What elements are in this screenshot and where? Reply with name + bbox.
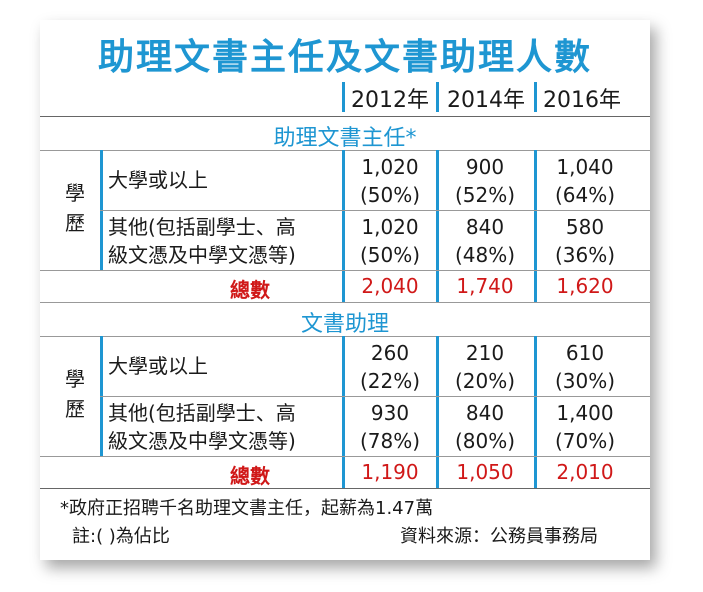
divider bbox=[436, 336, 439, 488]
cell-percent: (70%) bbox=[554, 429, 616, 453]
divider bbox=[40, 456, 650, 457]
cell-percent: (22%) bbox=[359, 369, 421, 393]
cell-percent: (52%) bbox=[454, 183, 516, 207]
divider bbox=[40, 302, 650, 303]
total-label: 總數 bbox=[230, 464, 270, 488]
divider bbox=[40, 336, 650, 337]
divider bbox=[100, 210, 650, 211]
axis-label: 歷 bbox=[65, 211, 85, 235]
cell-value: 1,020 bbox=[361, 155, 419, 179]
cell-percent: (48%) bbox=[454, 243, 516, 267]
cell-value: 900 bbox=[465, 155, 505, 179]
page-title: 助理文書主任及文書助理人數 bbox=[97, 37, 592, 78]
infographic-card: 助理文書主任及文書助理人數 2012年 2014年 2016年 助理文書主任* … bbox=[40, 20, 650, 560]
cell-percent: (78%) bbox=[359, 429, 421, 453]
year-header: 2014年 bbox=[447, 88, 525, 113]
divider bbox=[40, 488, 650, 489]
divider bbox=[534, 336, 537, 488]
row-label: 大學或以上 bbox=[108, 168, 208, 192]
note: 註:( )為佔比 bbox=[72, 526, 170, 547]
total-value: 2,010 bbox=[556, 460, 614, 484]
divider bbox=[436, 150, 439, 302]
divider bbox=[40, 270, 650, 271]
cell-percent: (64%) bbox=[554, 183, 616, 207]
axis-label: 學 bbox=[65, 181, 85, 205]
cell-percent: (20%) bbox=[454, 369, 516, 393]
divider bbox=[40, 116, 650, 117]
cell-percent: (50%) bbox=[359, 243, 421, 267]
cell-value: 1,040 bbox=[556, 155, 614, 179]
row-label: 級文憑及中學文憑等) bbox=[108, 243, 296, 267]
axis-label: 學 bbox=[65, 367, 85, 391]
cell-value: 840 bbox=[465, 215, 505, 239]
cell-value: 580 bbox=[565, 215, 605, 239]
cell-value: 1,400 bbox=[556, 401, 614, 425]
total-value: 1,740 bbox=[456, 274, 514, 298]
divider bbox=[342, 150, 345, 302]
total-value: 1,190 bbox=[361, 460, 419, 484]
divider bbox=[534, 150, 537, 302]
total-value: 1,620 bbox=[556, 274, 614, 298]
row-label: 其他(包括副學士、高 bbox=[108, 401, 296, 425]
divider bbox=[436, 82, 439, 112]
divider bbox=[100, 396, 650, 397]
divider bbox=[40, 150, 650, 151]
cell-value: 210 bbox=[465, 341, 505, 365]
year-header: 2016年 bbox=[543, 88, 621, 113]
divider bbox=[342, 336, 345, 488]
year-header: 2012年 bbox=[351, 88, 429, 113]
section-title: 文書助理 bbox=[300, 312, 389, 337]
total-value: 2,040 bbox=[361, 274, 419, 298]
cell-value: 260 bbox=[370, 341, 410, 365]
footnote: *政府正招聘千名助理文書主任，起薪為1.47萬 bbox=[60, 498, 434, 519]
cell-percent: (50%) bbox=[359, 183, 421, 207]
total-label: 總數 bbox=[230, 278, 270, 302]
row-label: 其他(包括副學士、高 bbox=[108, 215, 296, 239]
total-value: 1,050 bbox=[456, 460, 514, 484]
cell-value: 1,020 bbox=[361, 215, 419, 239]
cell-value: 930 bbox=[370, 401, 410, 425]
row-label: 大學或以上 bbox=[108, 354, 208, 378]
cell-value: 610 bbox=[565, 341, 605, 365]
cell-percent: (30%) bbox=[554, 369, 616, 393]
cell-value: 840 bbox=[465, 401, 505, 425]
cell-percent: (36%) bbox=[554, 243, 616, 267]
cell-percent: (80%) bbox=[454, 429, 516, 453]
section-title: 助理文書主任* bbox=[273, 126, 417, 151]
source: 資料來源：公務員事務局 bbox=[400, 526, 598, 547]
row-label: 級文憑及中學文憑等) bbox=[108, 429, 296, 453]
divider bbox=[534, 82, 537, 112]
axis-label: 歷 bbox=[65, 397, 85, 421]
divider bbox=[342, 82, 345, 112]
